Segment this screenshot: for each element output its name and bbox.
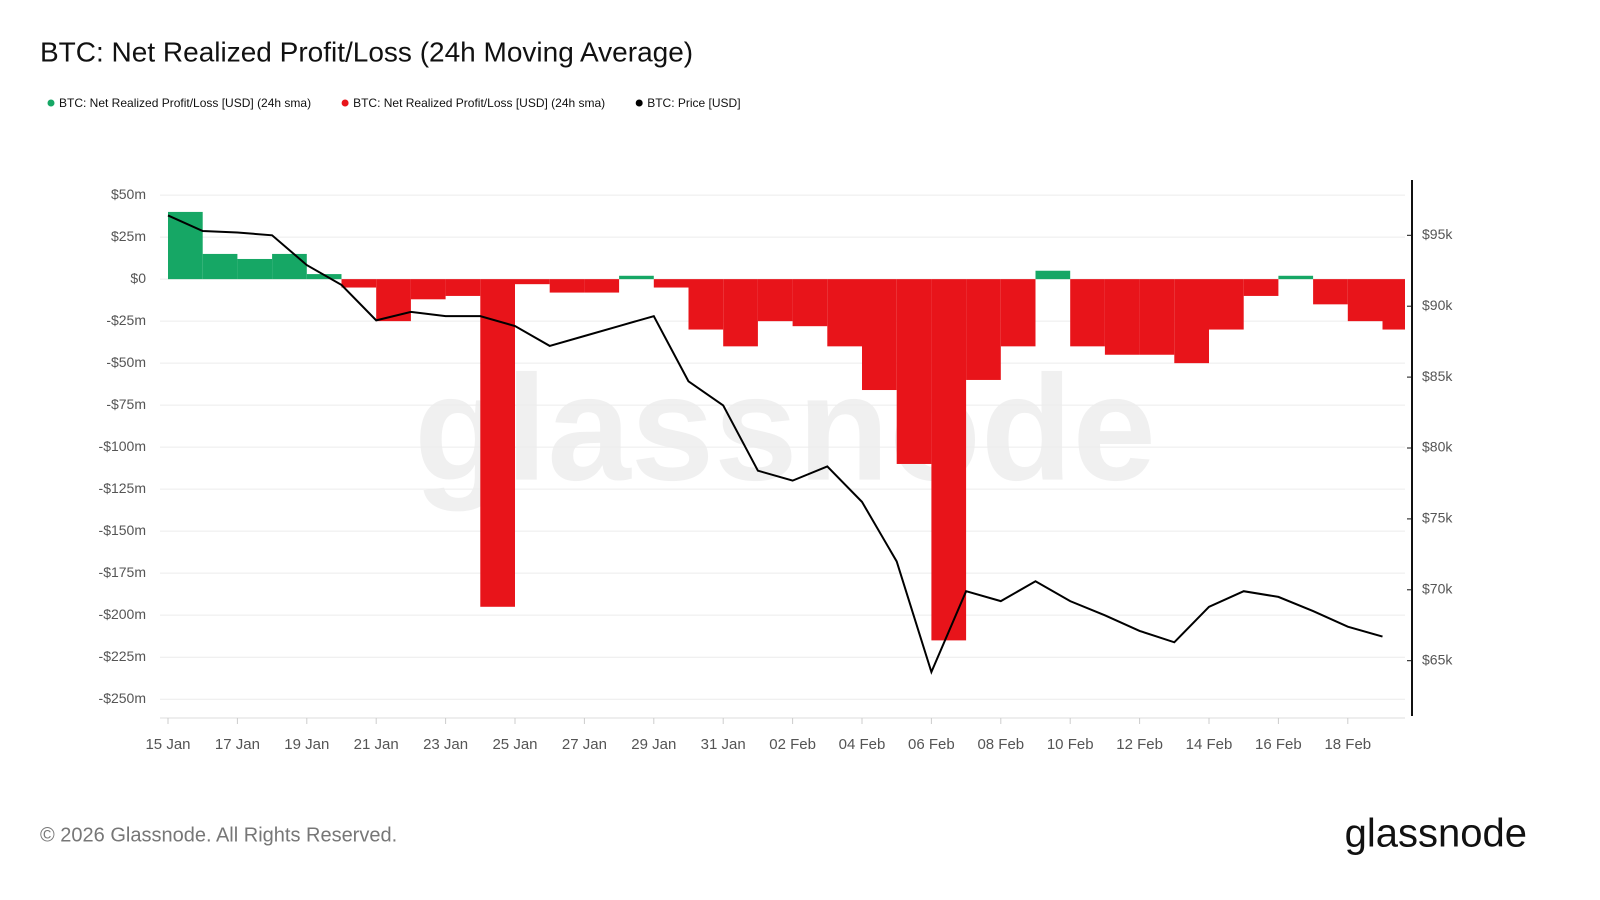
pnl-bar [862,279,897,391]
y2-tick-label: $65k [1422,651,1453,667]
legend-marker [341,99,349,107]
x-tick-label: 29 Jan [631,736,676,753]
y-tick-label: -$75m [106,396,146,412]
y-tick-label: -$175m [99,564,146,580]
y-tick-label: -$250m [99,690,146,706]
x-tick-label: 31 Jan [701,736,746,753]
pnl-bar [1209,279,1244,330]
pnl-bar [1278,275,1314,280]
x-tick-label: 16 Feb [1255,736,1302,753]
pnl-bar [480,279,515,607]
pnl-bar [1243,279,1279,296]
pnl-bar [272,253,307,280]
pnl-bar [688,279,724,330]
pnl-bar [202,253,238,280]
pnl-bar [896,279,932,464]
x-tick-label: 17 Jan [215,736,260,753]
y-tick-label: $50m [111,186,146,202]
x-tick-label: 08 Feb [977,736,1024,753]
pnl-bar [1035,270,1071,280]
x-tick-label: 02 Feb [769,736,816,753]
y-tick-label: $0 [130,270,146,286]
legend-marker [635,99,643,107]
legend-label: BTC: Price [USD] [647,96,740,110]
x-tick-label: 12 Feb [1116,736,1163,753]
x-tick-label: 15 Jan [145,736,190,753]
y2-tick-label: $80k [1422,439,1453,455]
y-tick-label: $25m [111,228,146,244]
x-tick-label: 19 Jan [284,736,329,753]
pnl-bar [1104,279,1140,355]
y-tick-label: -$25m [106,312,146,328]
pnl-bar [306,274,342,280]
pnl-bar [1174,279,1209,364]
x-tick-label: 04 Feb [839,736,886,753]
pnl-bar [168,211,203,280]
y-tick-label: -$150m [99,522,146,538]
pnl-bar [237,258,273,280]
pnl-bar [1347,279,1383,322]
price-line [167,214,1383,675]
y-tick-label: -$125m [99,480,146,496]
pnl-bar [515,279,550,285]
pnl-bar [757,279,793,322]
pnl-bar [1000,279,1036,347]
pnl-bar [653,279,689,288]
pnl-bar [723,279,758,347]
pnl-bar [1070,279,1105,347]
y-tick-label: -$225m [99,648,146,664]
y-tick-label: -$100m [99,438,146,454]
pnl-bar [1313,279,1348,305]
x-tick-label: 06 Feb [908,736,955,753]
x-tick-label: 14 Feb [1186,736,1233,753]
y-tick-label: -$50m [106,354,146,370]
pnl-bar [827,279,862,347]
pnl-bar [1382,279,1405,330]
pnl-bar [966,279,1001,380]
pnl-bar [445,279,481,296]
y2-tick-label: $90k [1422,297,1453,313]
legend-marker [47,99,55,107]
x-tick-label: 25 Jan [492,736,537,753]
pnl-bar [931,279,967,641]
pnl-bar [584,279,620,293]
chart-title: BTC: Net Realized Profit/Loss (24h Movin… [40,36,693,67]
pnl-bar [549,279,585,293]
footer: © 2026 Glassnode. All Rights Reserved. [40,824,397,846]
pnl-bar [341,279,377,288]
pnl-bar [376,279,411,322]
x-tick-label: 27 Jan [562,736,607,753]
y2-tick-label: $70k [1422,581,1453,597]
pnl-bar [619,275,654,280]
logo: glassnode [1345,812,1527,856]
y2-tick-label: $75k [1422,510,1453,526]
pnl-bar [1139,279,1175,355]
pnl-bar [410,279,446,300]
pnl-bar [792,279,828,327]
x-tick-label: 21 Jan [354,736,399,753]
watermark: glassnode [414,344,1156,512]
x-tick-label: 23 Jan [423,736,468,753]
x-tick-label: 10 Feb [1047,736,1094,753]
x-tick-label: 18 Feb [1324,736,1371,753]
y-tick-label: -$200m [99,606,146,622]
y2-tick-label: $95k [1422,226,1453,242]
legend-label: BTC: Net Realized Profit/Loss [USD] (24h… [353,96,605,110]
legend-label: BTC: Net Realized Profit/Loss [USD] (24h… [59,96,311,110]
y2-tick-label: $85k [1422,368,1453,384]
